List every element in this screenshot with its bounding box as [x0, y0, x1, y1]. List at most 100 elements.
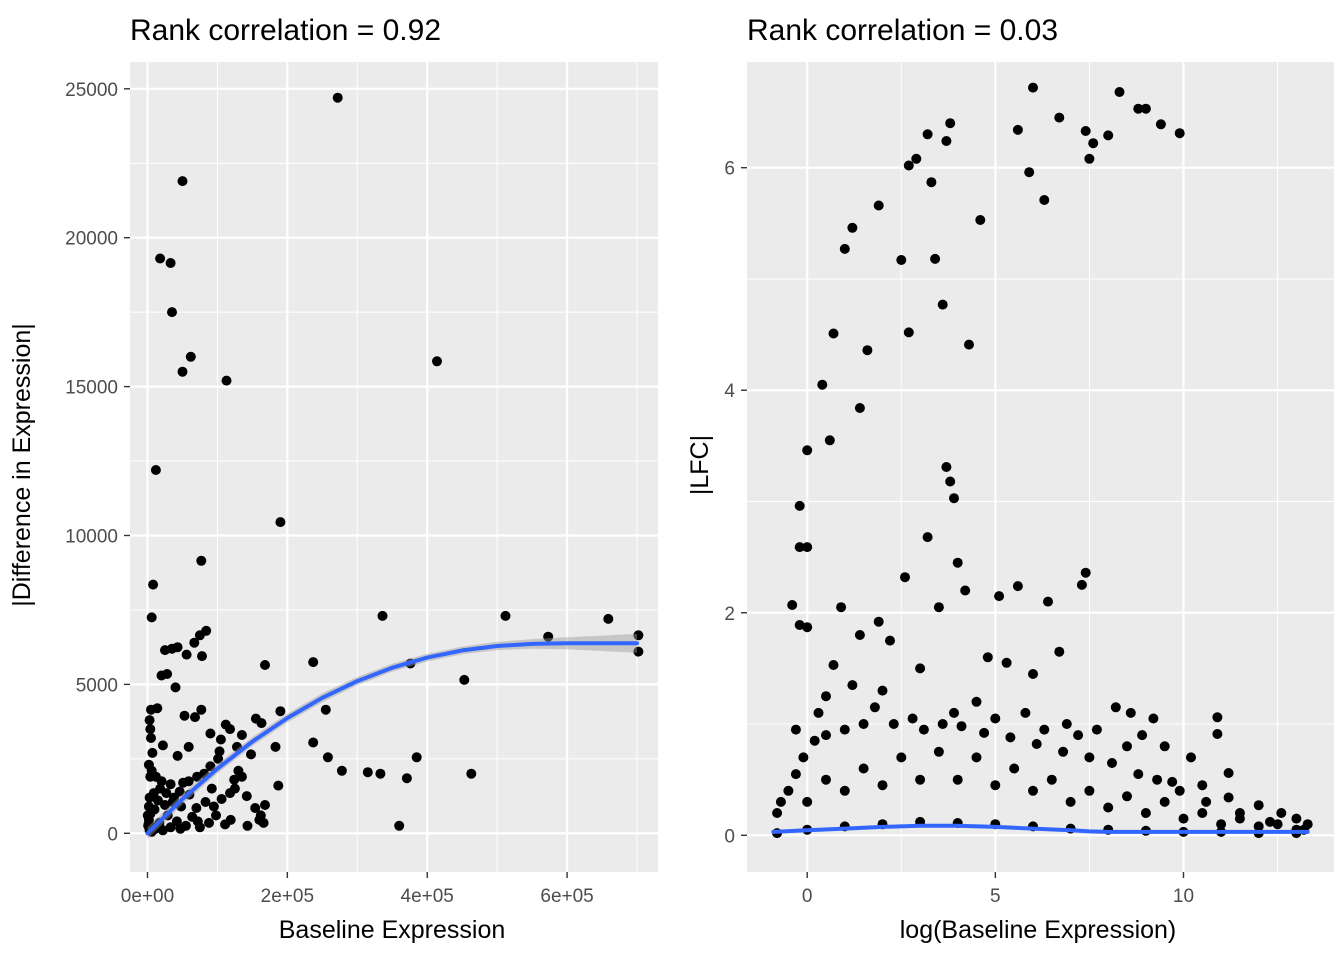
right-data-point — [1216, 819, 1227, 830]
right-data-point — [1028, 785, 1038, 796]
left-panel-background — [130, 62, 658, 872]
right-data-point — [926, 177, 937, 188]
left-data-point — [214, 746, 225, 757]
right-data-point — [828, 328, 839, 339]
right-data-point — [1152, 774, 1163, 785]
right-data-point — [922, 532, 933, 543]
left-y-tick-label: 25000 — [65, 80, 118, 101]
right-data-point — [1103, 130, 1114, 141]
right-data-point — [790, 724, 801, 735]
right-data-point — [877, 685, 888, 696]
left-data-point — [170, 682, 181, 693]
right-data-point — [1043, 596, 1053, 607]
left-data-point — [191, 803, 202, 813]
right-x-tick-label: 0 — [802, 886, 813, 907]
right-data-point — [933, 602, 944, 613]
right-data-point — [794, 542, 805, 553]
left-data-point — [275, 517, 286, 528]
right-data-point — [794, 620, 805, 630]
right-data-point — [809, 735, 820, 746]
left-data-point — [165, 822, 176, 833]
right-data-point — [802, 796, 813, 807]
right-data-point — [862, 345, 873, 356]
right-x-axis-label: log(Baseline Expression) — [900, 916, 1177, 944]
left-data-point — [260, 800, 270, 810]
left-data-point — [165, 258, 176, 268]
right-data-point — [1201, 796, 1212, 807]
right-data-point — [1084, 752, 1095, 763]
right-data-point — [787, 600, 798, 610]
right-data-point — [937, 719, 948, 729]
left-data-point — [394, 820, 405, 831]
right-data-point — [775, 796, 786, 807]
left-data-point — [150, 465, 161, 475]
right-data-point — [836, 602, 847, 613]
left-data-point — [197, 651, 207, 662]
left-data-point — [175, 823, 186, 834]
right-data-point — [1107, 758, 1117, 768]
left-data-point — [229, 774, 240, 785]
right-data-point — [896, 752, 907, 763]
left-data-point — [167, 307, 177, 318]
left-x-tick-label: 4e+05 — [401, 886, 454, 907]
right-data-point — [918, 724, 929, 735]
right-data-point — [915, 774, 926, 785]
left-data-point — [411, 752, 422, 763]
left-data-point — [177, 366, 188, 377]
left-data-point — [178, 777, 189, 788]
right-y-tick-label: 4 — [724, 381, 735, 402]
left-data-point — [194, 630, 205, 641]
left-data-point — [308, 737, 319, 748]
left-x-tick-label: 2e+05 — [261, 886, 314, 907]
right-data-point — [1001, 657, 1012, 668]
right-data-point — [821, 774, 831, 785]
right-data-point — [911, 153, 922, 164]
left-data-point — [146, 733, 156, 743]
left-data-point — [179, 710, 190, 721]
right-data-point — [1276, 808, 1287, 818]
left-y-tick-label: 0 — [107, 824, 118, 845]
right-data-point — [1291, 813, 1302, 824]
left-y-tick-label: 20000 — [65, 229, 118, 250]
right-data-point — [1223, 792, 1234, 803]
right-data-point — [1140, 103, 1151, 114]
left-data-point — [273, 780, 284, 791]
left-data-point — [206, 783, 217, 794]
left-scatter-panel: 0e+00 2e+05 4e+05 6e+05 0 5000 10000 15000 20000… — [8, 14, 658, 944]
left-data-point — [375, 768, 386, 779]
left-y-tick-label: 10000 — [65, 526, 118, 547]
right-data-point — [839, 243, 850, 254]
right-data-point — [1234, 813, 1245, 824]
left-data-point — [336, 765, 347, 776]
right-data-point — [888, 719, 899, 729]
left-data-point — [145, 724, 156, 735]
right-data-point — [1073, 730, 1084, 741]
right-data-point — [1223, 768, 1234, 778]
left-data-point — [169, 792, 180, 803]
left-data-point — [143, 801, 154, 812]
right-chart-title: Rank correlation = 0.03 — [747, 14, 1058, 47]
right-data-point — [949, 707, 959, 718]
right-y-tick-label: 0 — [724, 826, 735, 847]
left-data-point — [157, 825, 168, 836]
right-data-point — [941, 462, 952, 472]
right-data-point — [990, 780, 1001, 791]
right-data-point — [907, 713, 918, 724]
right-data-point — [802, 542, 813, 553]
left-data-point — [165, 779, 176, 790]
right-data-point — [847, 680, 858, 691]
right-data-point — [1058, 746, 1069, 757]
right-data-point — [783, 785, 794, 796]
right-data-point — [1114, 87, 1125, 97]
left-data-point — [362, 767, 373, 778]
right-data-point — [1039, 195, 1050, 205]
left-data-point — [183, 741, 194, 752]
right-data-point — [824, 435, 835, 446]
right-data-point — [821, 691, 831, 702]
right-data-point — [1012, 581, 1023, 592]
right-data-point — [922, 129, 933, 140]
left-data-point — [177, 176, 188, 187]
right-data-point — [1125, 707, 1136, 718]
left-chart-title: Rank correlation = 0.92 — [130, 14, 441, 47]
left-data-point — [308, 657, 319, 668]
